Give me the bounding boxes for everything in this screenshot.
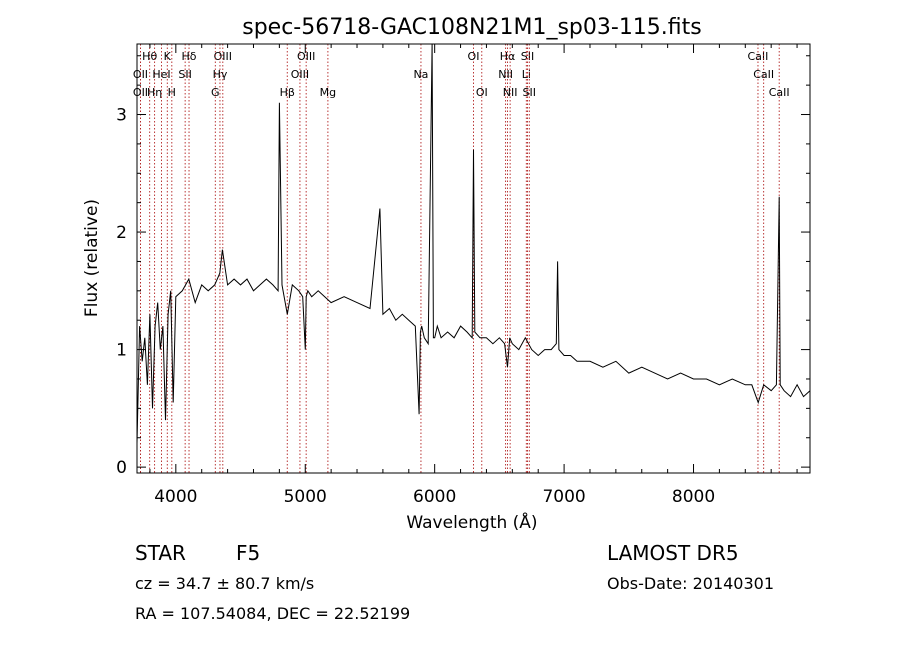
y-tick-label: 0 bbox=[116, 458, 127, 478]
x-tick-label: 6000 bbox=[413, 487, 456, 507]
line-label: SII bbox=[523, 86, 536, 99]
x-axis-ticks: 4000 5000 6000 7000 8000 bbox=[149, 44, 798, 507]
line-label: SII bbox=[521, 50, 534, 63]
line-label: OIII bbox=[291, 68, 309, 81]
object-class: STAR bbox=[135, 541, 186, 565]
line-label: CaII bbox=[753, 68, 774, 81]
y-tick-label: 3 bbox=[116, 106, 127, 126]
line-label: OIII bbox=[297, 50, 315, 63]
line-label: H bbox=[168, 86, 176, 99]
x-axis-label: Wavelength (Å) bbox=[406, 511, 537, 533]
ra-dec: RA = 107.54084, DEC = 22.52199 bbox=[135, 604, 410, 623]
line-label: NII bbox=[503, 86, 518, 99]
line-label: Hβ bbox=[280, 86, 295, 99]
line-label: HeI bbox=[152, 68, 170, 81]
x-tick-label: 8000 bbox=[672, 487, 715, 507]
obs-date: Obs-Date: 20140301 bbox=[607, 574, 774, 593]
line-label: CaII bbox=[748, 50, 769, 63]
spectrum-line bbox=[136, 43, 811, 444]
line-label: Hη bbox=[147, 86, 162, 99]
line-label: Hθ bbox=[142, 50, 157, 63]
line-label: Li bbox=[522, 68, 531, 81]
line-label: OI bbox=[468, 50, 480, 63]
line-label: Mg bbox=[320, 86, 336, 99]
line-label: NII bbox=[498, 68, 513, 81]
survey-name: LAMOST DR5 bbox=[607, 541, 739, 565]
spectrum-series bbox=[136, 43, 811, 444]
line-label: OII bbox=[133, 86, 148, 99]
line-label: OIII bbox=[214, 50, 232, 63]
line-label: G bbox=[211, 86, 220, 99]
y-tick-label: 1 bbox=[116, 341, 127, 361]
line-label: K bbox=[164, 50, 172, 63]
line-label: CaII bbox=[769, 86, 790, 99]
line-label: SII bbox=[178, 68, 191, 81]
x-tick-label: 5000 bbox=[284, 487, 327, 507]
x-tick-label: 4000 bbox=[154, 487, 197, 507]
plot-frame bbox=[136, 43, 811, 474]
line-label: Na bbox=[413, 68, 428, 81]
chart-title: spec-56718-GAC108N21M1_sp03-115.fits bbox=[242, 15, 702, 40]
line-label: Hδ bbox=[182, 50, 197, 63]
object-subclass: F5 bbox=[236, 541, 260, 565]
redshift-line: cz = 34.7 ± 80.7 km/s bbox=[135, 574, 314, 593]
line-label: Hα bbox=[500, 50, 516, 63]
y-tick-label: 2 bbox=[116, 223, 127, 243]
x-tick-label: 7000 bbox=[542, 487, 585, 507]
y-axis-ticks: 0 1 2 3 bbox=[116, 55, 810, 478]
line-label: OI bbox=[476, 86, 488, 99]
line-label: Hγ bbox=[213, 68, 228, 81]
y-axis-label: Flux (relative) bbox=[82, 199, 102, 317]
